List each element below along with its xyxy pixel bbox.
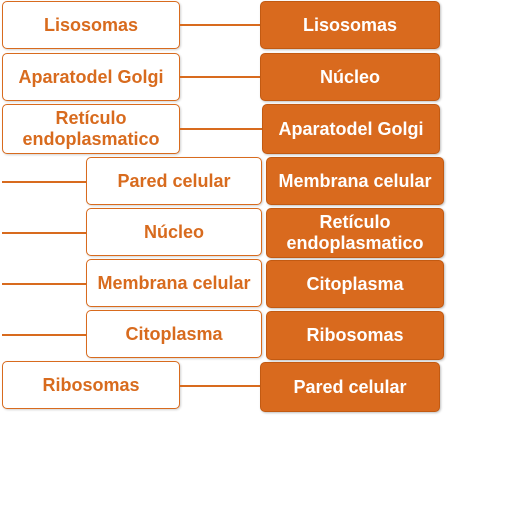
connector-line (180, 128, 262, 130)
connector-line (2, 334, 86, 336)
left-box-ribosomas[interactable]: Ribosomas (2, 361, 180, 409)
left-box-aparato-golgi[interactable]: Aparatodel Golgi (2, 53, 180, 101)
left-box-membrana-celular[interactable]: Membrana celular (86, 259, 262, 307)
left-box-nucleo[interactable]: Núcleo (86, 208, 262, 256)
right-box-membrana-celular[interactable]: Membrana celular (266, 157, 444, 205)
right-box-reticulo[interactable]: Retículo endoplasmatico (266, 208, 444, 258)
right-box-ribosomas[interactable]: Ribosomas (266, 311, 444, 360)
left-box-citoplasma[interactable]: Citoplasma (86, 310, 262, 358)
connector-line (2, 181, 86, 183)
right-box-aparato-golgi[interactable]: Aparatodel Golgi (262, 104, 440, 154)
right-box-pared-celular[interactable]: Pared celular (260, 362, 440, 412)
connector-line (2, 283, 86, 285)
right-box-nucleo[interactable]: Núcleo (260, 53, 440, 101)
left-box-lisosomas[interactable]: Lisosomas (2, 1, 180, 49)
connector-line (180, 76, 260, 78)
right-box-lisosomas[interactable]: Lisosomas (260, 1, 440, 49)
connector-line (2, 232, 86, 234)
left-box-reticulo[interactable]: Retículo endoplasmatico (2, 104, 180, 154)
left-box-pared-celular[interactable]: Pared celular (86, 157, 262, 205)
connector-line (180, 385, 260, 387)
connector-line (180, 24, 260, 26)
right-box-citoplasma[interactable]: Citoplasma (266, 260, 444, 308)
